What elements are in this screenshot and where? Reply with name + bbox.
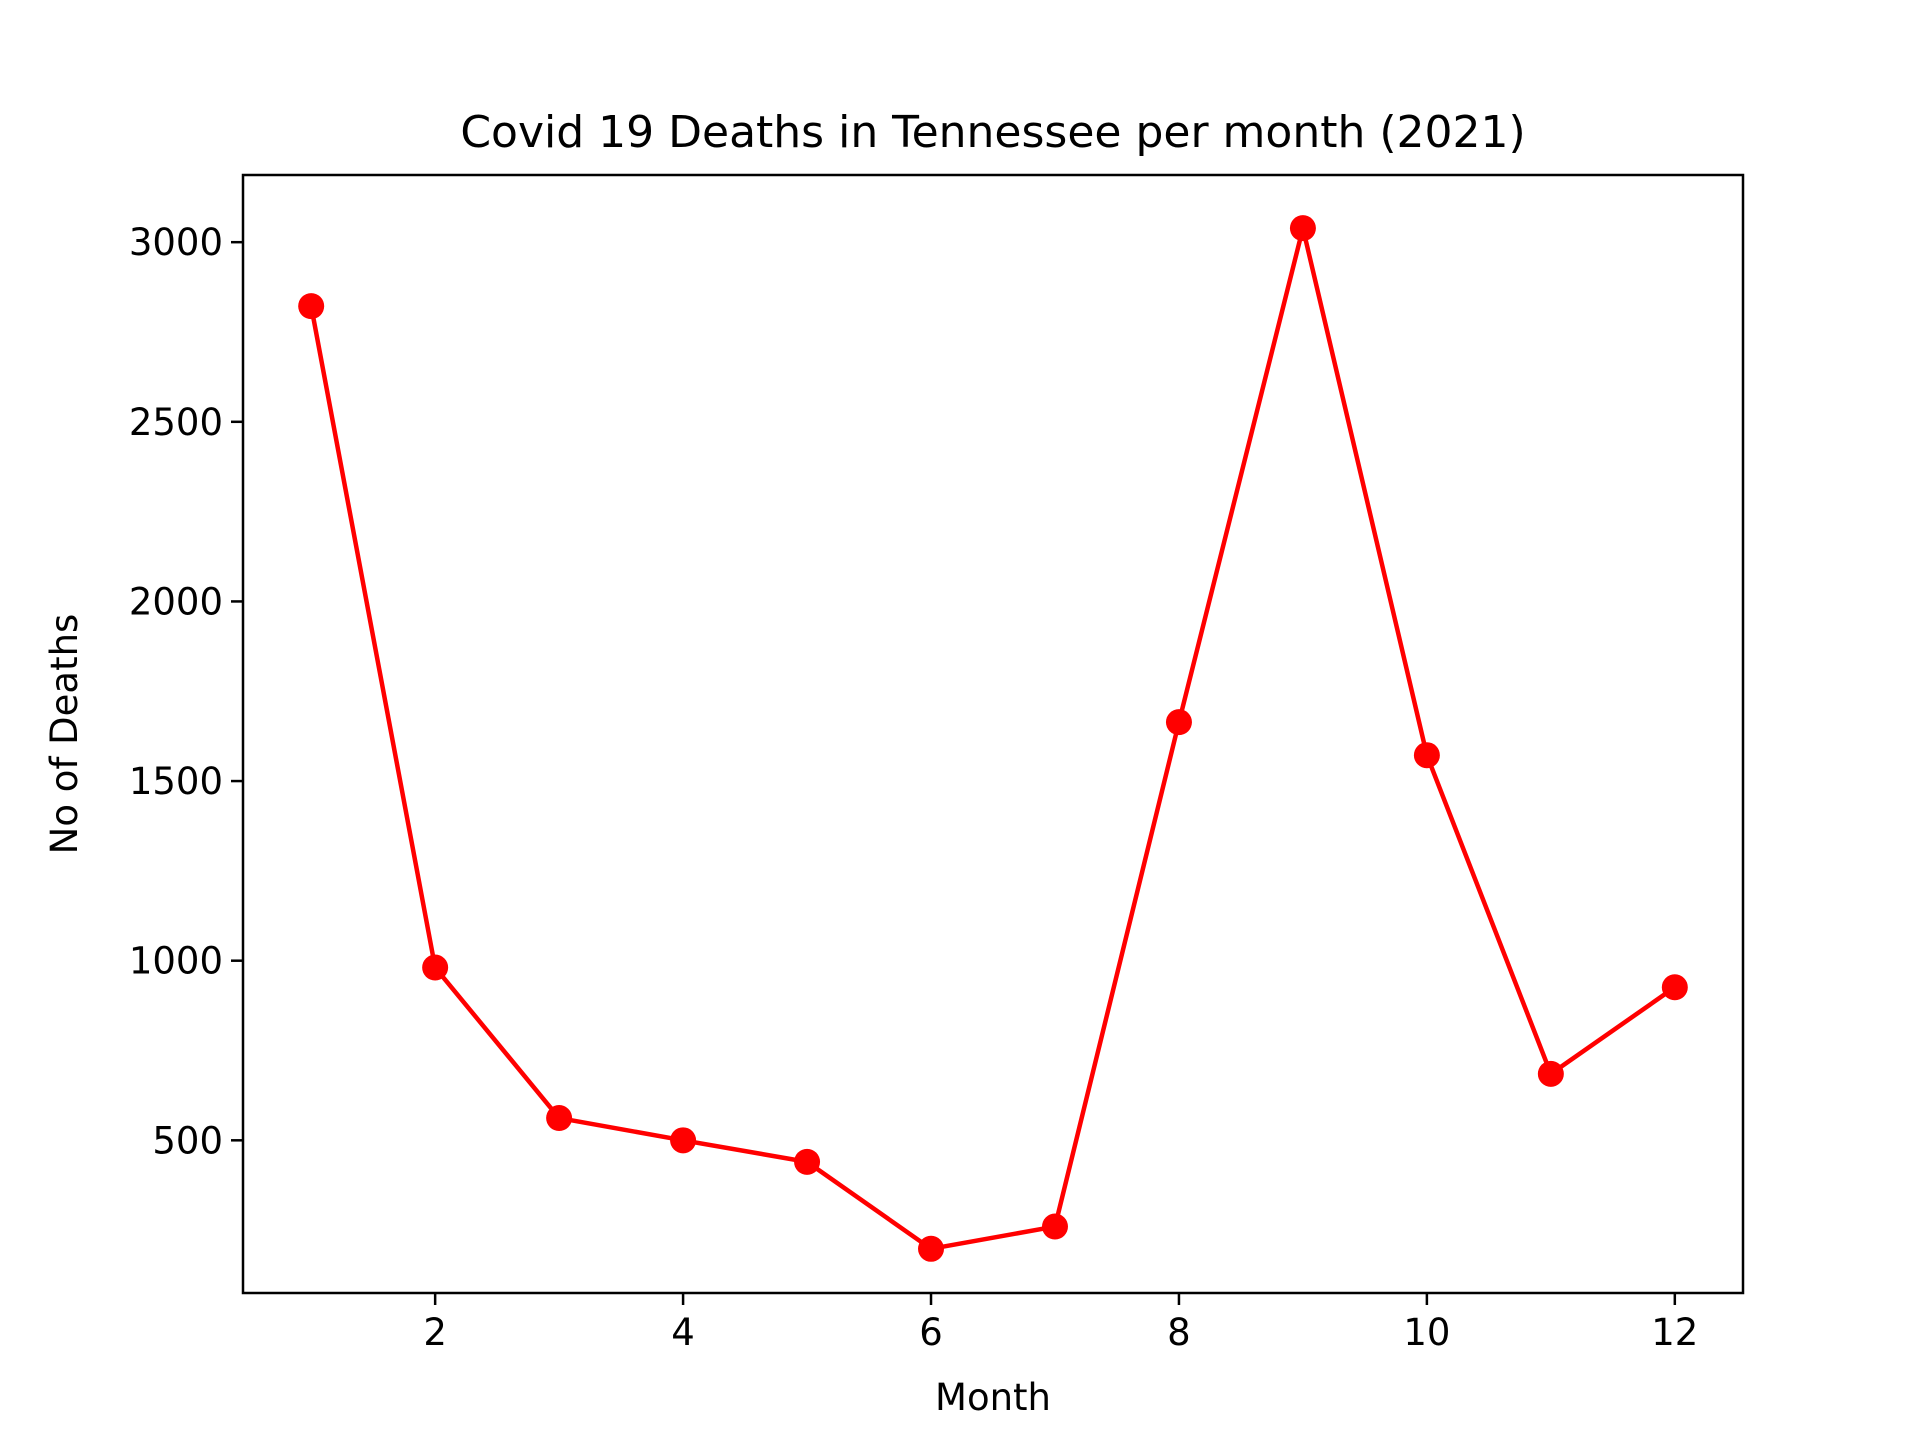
data-point: [1289, 215, 1316, 242]
data-point: [794, 1148, 821, 1175]
data-point: [1165, 709, 1192, 736]
data-point: [1413, 742, 1440, 769]
series-line: [308, 225, 1677, 1252]
y-axis-label: No of Deaths: [43, 614, 86, 855]
plot-frame: [241, 173, 1745, 1295]
y-tick-label: 2000: [129, 580, 223, 623]
data-point: [918, 1235, 945, 1262]
x-axis: 2 4 6 8 10 12: [423, 1293, 1698, 1354]
y-tick-label: 2500: [129, 401, 223, 444]
y-tick-label: 3000: [129, 221, 223, 264]
plot-series: [298, 215, 1688, 1262]
y-tick-label: 1500: [129, 760, 223, 803]
x-tick-label: 6: [919, 1311, 943, 1354]
data-point: [670, 1127, 697, 1154]
x-axis-label: Month: [935, 1376, 1051, 1419]
x-tick-label: 12: [1651, 1311, 1698, 1354]
x-tick-label: 8: [1167, 1311, 1191, 1354]
chart-title: Covid 19 Deaths in Tennessee per month (…: [460, 107, 1525, 158]
data-point: [1537, 1060, 1564, 1087]
x-tick-label: 4: [671, 1311, 695, 1354]
x-tick-label: 10: [1403, 1311, 1450, 1354]
data-point: [1661, 974, 1688, 1001]
y-axis: 500 1000 1500 2000 2500 3000: [129, 221, 243, 1162]
data-point: [1041, 1213, 1068, 1240]
x-tick-label: 2: [423, 1311, 447, 1354]
y-tick-label: 500: [152, 1119, 223, 1162]
data-point: [546, 1105, 573, 1132]
data-point: [422, 954, 449, 981]
y-tick-label: 1000: [129, 940, 223, 983]
data-point: [298, 293, 325, 320]
